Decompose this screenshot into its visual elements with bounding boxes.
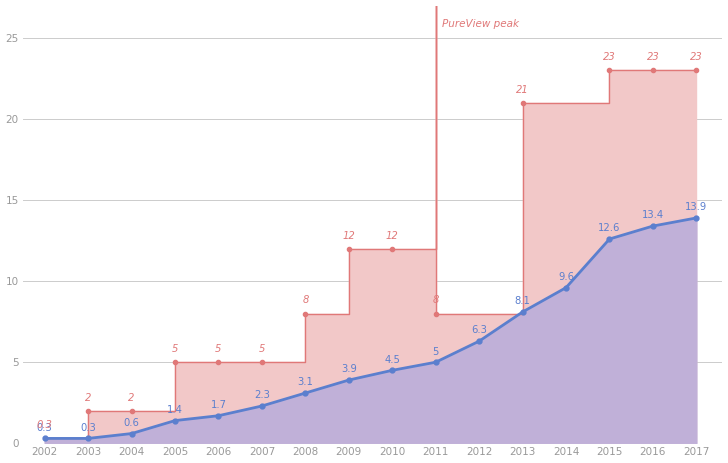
Text: 4.5: 4.5 [384,355,400,365]
Text: 3.9: 3.9 [341,364,357,375]
Text: 9.6: 9.6 [558,272,574,282]
Text: 0.3: 0.3 [37,423,52,433]
Text: 13.4: 13.4 [642,210,664,220]
Text: 5: 5 [215,344,221,354]
Text: 0.3: 0.3 [80,423,96,433]
Text: 13.9: 13.9 [685,202,708,212]
Text: 2: 2 [128,393,135,403]
Text: 2.3: 2.3 [254,390,270,400]
Text: 23: 23 [646,52,660,63]
Text: 8.1: 8.1 [515,296,531,307]
Text: 23: 23 [690,52,703,63]
Text: 2: 2 [85,393,91,403]
Text: 0.6: 0.6 [124,418,140,428]
Text: 12.6: 12.6 [598,223,621,233]
Text: 5: 5 [258,344,265,354]
Text: 21: 21 [516,85,529,95]
Text: 1.7: 1.7 [210,400,226,410]
Text: 6.3: 6.3 [471,325,487,336]
Text: 8: 8 [432,295,439,306]
Text: 1.4: 1.4 [167,405,183,415]
Text: 0.3: 0.3 [36,420,52,430]
Text: PureView peak: PureView peak [442,19,519,29]
Text: 3.1: 3.1 [298,377,313,388]
Text: 12: 12 [386,231,399,241]
Text: 5: 5 [172,344,178,354]
Text: 8: 8 [302,295,309,306]
Text: 23: 23 [603,52,616,63]
Text: 5: 5 [432,346,439,357]
Text: 12: 12 [342,231,355,241]
